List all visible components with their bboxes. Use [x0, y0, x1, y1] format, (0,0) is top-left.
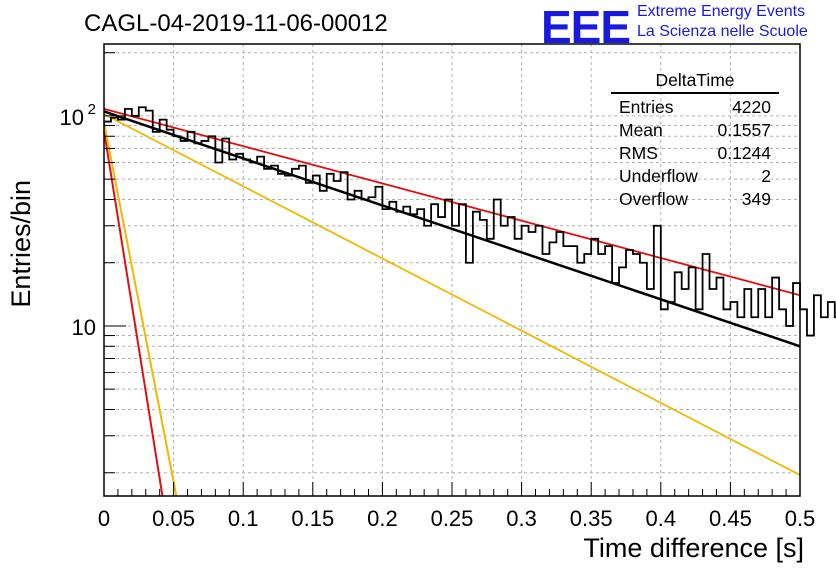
data-series [103, 106, 836, 497]
plot-title: CAGL-04-2019-11-06-00012 [84, 10, 388, 37]
stats-value: 0.1244 [717, 143, 771, 163]
x-tick-label: 0.45 [709, 506, 752, 531]
x-tick-label: 0.2 [367, 506, 398, 531]
stats-label: Underflow [619, 166, 698, 186]
x-tick-label: 0 [98, 506, 110, 531]
x-axis-label: Time difference [s] [583, 533, 804, 563]
x-tick-label: 0.5 [785, 506, 816, 531]
axis-ticks: 0 0.05 0.1 0.15 0.2 0.25 0.3 0.35 0.4 0.45 0.5 10 10… [60, 52, 816, 531]
stats-label: RMS [619, 143, 658, 163]
eee-logo: EEE [541, 1, 631, 53]
y-tick-label: 10 [60, 105, 84, 130]
grid-lines [104, 44, 800, 496]
x-tick-label: 0.15 [291, 506, 334, 531]
y-axis-label: Entries/bin [6, 180, 36, 308]
stats-label: Entries [619, 97, 674, 117]
stats-box: DeltaTime Entries 4220 Mean 0.1557 RMS 0… [611, 70, 779, 211]
x-tick-label: 0.05 [152, 506, 195, 531]
stats-row-entries: Entries 4220 [611, 96, 779, 119]
x-tick-label: 0.35 [570, 506, 613, 531]
x-tick-label: 0.4 [646, 506, 677, 531]
stats-row-overflow: Overflow 349 [611, 188, 779, 211]
y-tick-label: 10 [72, 315, 96, 340]
x-tick-label: 0.1 [228, 506, 259, 531]
x-tick-label: 0.25 [431, 506, 474, 531]
fit-line-orange-fast [103, 122, 178, 497]
stats-label: Overflow [619, 189, 689, 209]
stats-row-rms: RMS 0.1244 [611, 142, 779, 165]
stats-value: 349 [741, 189, 771, 209]
stats-row-underflow: Underflow 2 [611, 165, 779, 188]
stats-value: 2 [761, 166, 771, 186]
eee-logo-line1: Extreme Energy Events [637, 3, 806, 20]
x-tick-label: 0.3 [506, 506, 537, 531]
stats-row-mean: Mean 0.1557 [611, 119, 779, 142]
stats-value: 4220 [732, 97, 771, 117]
stats-label: Mean [619, 120, 663, 140]
y-tick-exponent: 2 [88, 101, 96, 118]
fit-line-total-fit [103, 110, 801, 348]
fit-line-red-fast [103, 130, 164, 497]
stats-title: DeltaTime [611, 70, 779, 94]
stats-value: 0.1557 [717, 120, 771, 140]
eee-logo-line2: La Scienza nelle Scuole [637, 23, 808, 40]
fit-line-orange-slow [103, 113, 801, 476]
